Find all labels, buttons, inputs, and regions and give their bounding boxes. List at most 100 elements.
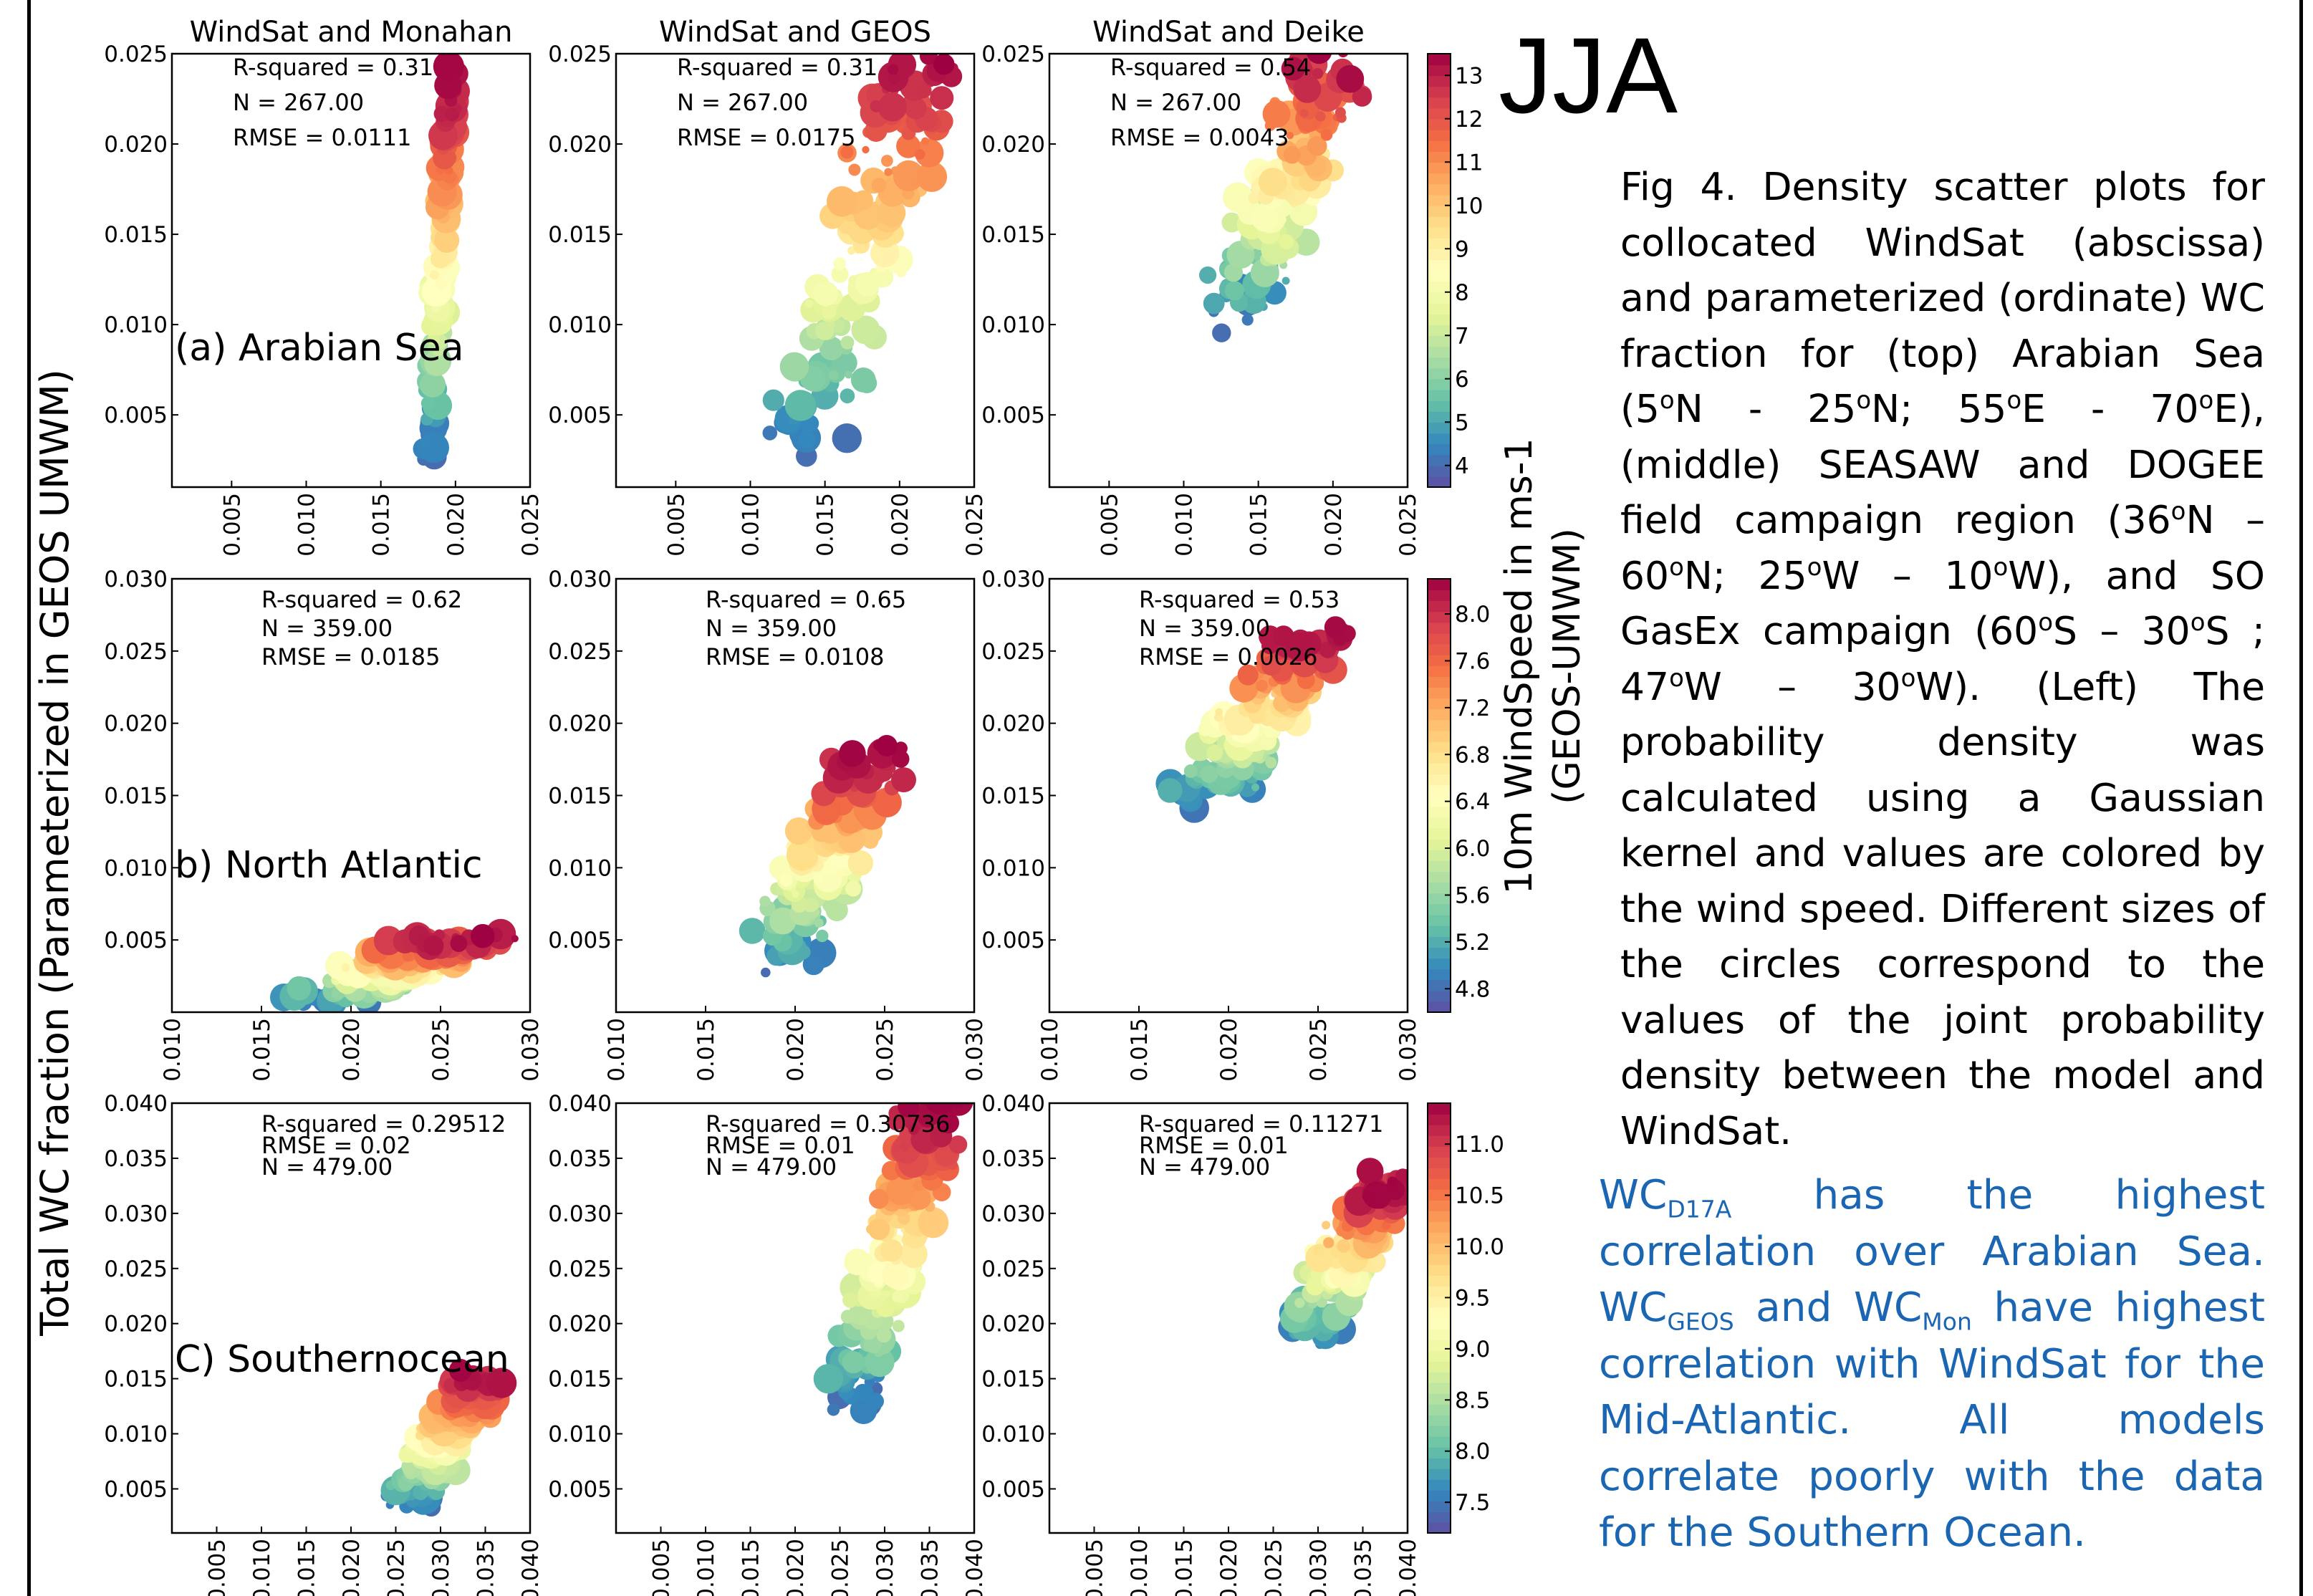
data-point	[423, 936, 444, 956]
region-label: C) Southernocean	[175, 1338, 509, 1381]
data-point	[833, 257, 847, 270]
colorbar-label-sub: (GEOS-UMWM)	[1546, 528, 1589, 804]
data-point	[848, 163, 861, 176]
colorbar-tick-label: 9.0	[1455, 1337, 1490, 1362]
y-tick-label: 0.015	[981, 784, 1045, 809]
colorbar-segment	[1428, 936, 1451, 948]
colorbar-segment	[1428, 1200, 1451, 1211]
caption-text: N; 25	[1683, 552, 1807, 598]
y-tick-label: 0.010	[981, 312, 1045, 338]
data-point	[836, 868, 845, 878]
y-tick-label: 0.010	[104, 855, 168, 881]
data-point	[881, 155, 893, 167]
y-tick-label: 0.015	[104, 222, 168, 248]
data-point	[429, 270, 440, 280]
stat-text: N = 267.00	[233, 89, 364, 116]
data-point	[847, 850, 874, 876]
colorbar-segment	[1428, 183, 1451, 196]
colorbar-tick-label: 7	[1455, 323, 1469, 349]
x-tick-label: 0.025	[518, 493, 544, 557]
data-point	[884, 168, 893, 176]
data-point	[431, 249, 450, 269]
y-tick-label: 0.035	[981, 1146, 1045, 1172]
data-points	[1155, 616, 1356, 823]
x-tick-label: 0.020	[1216, 1539, 1242, 1596]
colorbar-tick-label: 7.2	[1455, 696, 1490, 721]
colorbar-segment	[1428, 1372, 1451, 1383]
right-border	[2299, 0, 2303, 1596]
data-point	[813, 873, 824, 884]
colorbar-segment	[1428, 302, 1451, 314]
data-point	[1251, 783, 1259, 792]
colorbar-tick-label: 13	[1455, 63, 1483, 89]
data-points	[413, 54, 470, 470]
data-point	[880, 1239, 903, 1262]
x-tick-label: 0.015	[1127, 1018, 1153, 1082]
data-point	[436, 279, 447, 290]
data-point	[1224, 281, 1244, 301]
colorbar-segment	[1428, 86, 1451, 98]
data-point	[798, 431, 815, 448]
data-point	[819, 336, 844, 360]
note-text: and WC	[1733, 1284, 1923, 1331]
stat-text: R-squared = 0.62	[261, 586, 462, 613]
colorbar-tick-label: 8.0	[1455, 602, 1490, 628]
x-tick-label: 0.020	[783, 1539, 809, 1596]
data-point	[867, 1218, 890, 1241]
caption-superscript: o	[1659, 386, 1675, 415]
colorbar-tick-label: 12	[1455, 107, 1483, 133]
colorbar-segment	[1428, 454, 1451, 466]
colorbar-segment	[1428, 1243, 1451, 1254]
colorbar-segment	[1428, 1329, 1451, 1340]
y-tick-label: 0.020	[104, 711, 168, 737]
colorbar-segment	[1428, 827, 1451, 840]
x-tick-label: 0.020	[443, 493, 469, 557]
x-tick-label: 0.030	[1395, 1018, 1421, 1082]
data-point	[832, 423, 862, 453]
caption-text: N – 60	[1620, 497, 2265, 598]
colorbar-segment	[1428, 1404, 1451, 1415]
colorbar-segment	[1428, 75, 1451, 87]
x-tick-label: 0.040	[1395, 1539, 1421, 1596]
data-point	[860, 1317, 868, 1325]
data-point	[1237, 664, 1259, 686]
colorbar-frame	[1427, 578, 1451, 1013]
data-point	[511, 935, 519, 943]
data-point	[784, 817, 813, 845]
data-point	[888, 64, 899, 75]
y-tick-label: 0.040	[981, 1091, 1045, 1117]
y-tick-label: 0.030	[981, 1201, 1045, 1227]
colorbar-tick-label: 8.0	[1455, 1439, 1490, 1465]
colorbar-segment	[1428, 1361, 1451, 1373]
colorbar-segment	[1428, 1254, 1451, 1265]
caption-superscript: o	[1993, 552, 2009, 582]
colorbar-tick-label: 6.8	[1455, 742, 1490, 768]
colorbar-segment	[1428, 676, 1451, 688]
data-point	[882, 1261, 909, 1289]
stat-text: N = 267.00	[677, 89, 808, 116]
panel-title: WindSat and Deike	[1092, 16, 1365, 49]
data-point	[891, 767, 916, 793]
colorbar-segment	[1428, 1522, 1451, 1534]
colorbar-segment	[1428, 1350, 1451, 1362]
data-point	[813, 1364, 844, 1394]
scatter-panel-2: 0.005 0.010 0.015 0.020 0.025 0.005 0.010 0.015…	[548, 16, 988, 557]
caption-superscript: o	[2198, 386, 2214, 415]
y-tick-label: 0.025	[104, 1256, 168, 1282]
colorbar-segment	[1428, 281, 1451, 293]
y-tick-label: 0.020	[981, 1312, 1045, 1337]
data-point	[1315, 111, 1326, 122]
colorbar-tick-label: 8.5	[1455, 1388, 1490, 1413]
colorbar-segment	[1428, 238, 1451, 249]
colorbar-label: 10m WindSpeed in ms-1	[1498, 438, 1541, 894]
colorbar-tick-label: 10.5	[1455, 1183, 1504, 1209]
colorbar-segment	[1428, 1501, 1451, 1512]
x-tick-label: 0.005	[205, 1539, 231, 1596]
data-point	[1256, 679, 1268, 692]
data-point	[1312, 68, 1324, 80]
data-point	[434, 228, 460, 253]
x-tick-label: 0.025	[1395, 493, 1421, 557]
x-tick-label: 0.015	[739, 1539, 764, 1596]
data-point	[1293, 75, 1322, 103]
